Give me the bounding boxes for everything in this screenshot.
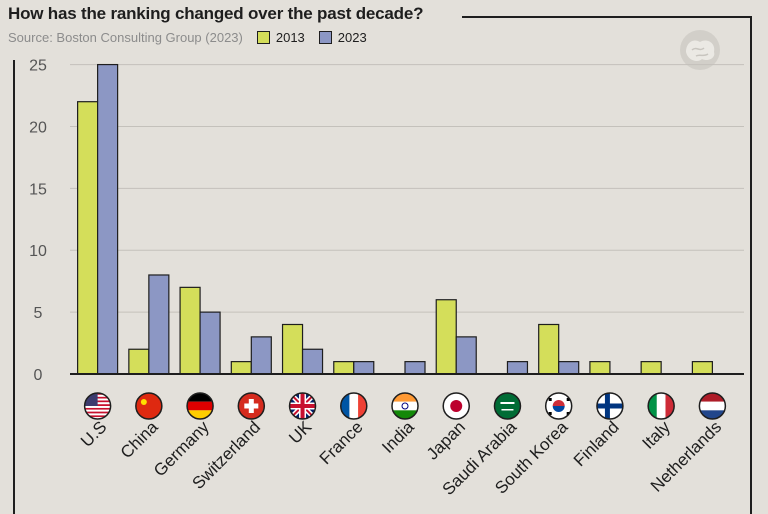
finland-flag-icon [596, 392, 624, 420]
y-tick-label-10: 10 [29, 243, 47, 260]
bar-2023-south-korea [558, 361, 580, 375]
bar-2023-switzerland [250, 336, 272, 375]
y-tick-label-25: 25 [29, 58, 47, 75]
y-tick-label-5: 5 [34, 305, 43, 322]
title-rule [462, 16, 752, 18]
legend-item-2013: 2013 [256, 30, 305, 45]
source-note: Source: Boston Consulting Group (2023) [8, 30, 243, 45]
bar-2023-china [148, 274, 170, 375]
germany-flag-icon [186, 392, 214, 420]
x-tick-label-france: France [316, 417, 367, 468]
y-tick-label-0: 0 [34, 367, 43, 384]
x-tick-label-finland: Finland [570, 417, 623, 470]
bar-2013-china [128, 348, 150, 375]
bar-2023-u-s [97, 63, 119, 375]
brain-logo-icon [680, 30, 720, 70]
bar-2023-japan [455, 336, 477, 375]
bar-2023-germany [199, 311, 221, 375]
bar-2013-germany [179, 286, 201, 375]
bars-layer [77, 63, 713, 375]
x-tick-label-china: China [117, 417, 162, 462]
bar-2013-switzerland [230, 361, 252, 375]
subtitle-row: Source: Boston Consulting Group (2023) 2… [8, 30, 367, 45]
bar-2013-uk [281, 323, 304, 375]
china-flag-icon [135, 392, 163, 420]
bar-2013-japan [435, 299, 457, 375]
x-tick-label-japan: Japan [423, 417, 469, 463]
x-tick-label-u-s: U.S [77, 417, 110, 450]
bar-2013-finland [589, 361, 611, 375]
bar-2013-south-korea [538, 323, 560, 375]
x-tick-label-uk: UK [285, 417, 316, 448]
legend-swatch-2013 [256, 31, 270, 44]
us-flag-icon [83, 392, 112, 420]
x-tick-label-italy: Italy [638, 417, 674, 453]
japan-flag-icon [442, 392, 470, 420]
south-korea-flag-icon [544, 392, 573, 420]
bar-2013-netherlands [691, 361, 713, 375]
saudi-arabia-flag-icon [493, 392, 522, 420]
bar-2023-uk [301, 348, 324, 375]
legend-swatch-2023 [318, 31, 332, 44]
bar-2013-italy [640, 361, 662, 375]
legend-item-2023: 2023 [318, 30, 367, 45]
italy-flag-icon [647, 392, 675, 420]
bar-2023-saudi-arabia [506, 361, 529, 375]
axis-layer: 0 5 10 15 20 25 [13, 58, 744, 514]
uk-flag-icon [288, 392, 317, 420]
y-tick-label-20: 20 [29, 119, 47, 136]
switzerland-flag-icon [237, 392, 266, 420]
bar-2013-france [333, 361, 355, 375]
flags-layer [83, 392, 727, 420]
legend-label-2023: 2023 [337, 30, 367, 45]
bar-2023-india [404, 361, 426, 375]
france-flag-icon [340, 392, 368, 420]
y-tick-label-15: 15 [29, 181, 47, 198]
legend-label-2013: 2013 [275, 30, 305, 45]
bar-2013-u-s [77, 101, 99, 375]
x-tick-label-india: India [378, 417, 418, 457]
frame-border-right [750, 16, 752, 514]
chart-title: How has the ranking changed over the pas… [8, 4, 424, 23]
grid-layer [70, 64, 744, 313]
netherlands-flag-icon [698, 392, 727, 420]
india-flag-icon [391, 392, 419, 420]
bar-2023-france [353, 361, 375, 375]
